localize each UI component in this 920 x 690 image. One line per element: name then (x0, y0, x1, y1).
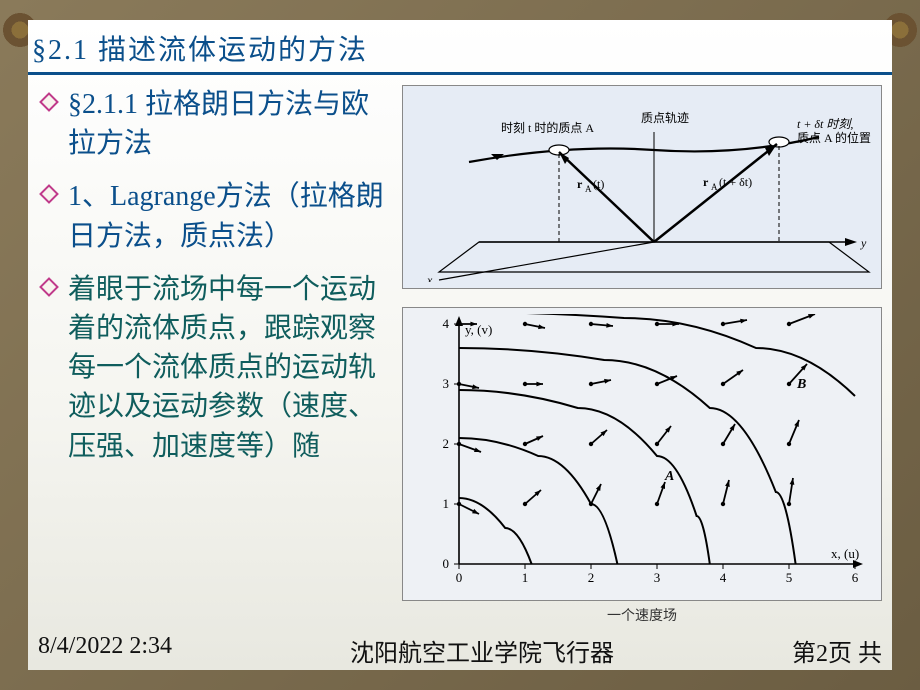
bullet-diamond-icon (39, 184, 59, 204)
svg-text:3: 3 (443, 376, 450, 391)
svg-text:1: 1 (443, 496, 450, 511)
bullet-text: 1、Lagrange方法（拉格朗日方法，质点法） (68, 177, 392, 255)
svg-text:2: 2 (588, 570, 595, 585)
body-area: §2.1.1 拉格朗日方法与欧拉方法 1、Lagrange方法（拉格朗日方法，质… (28, 85, 892, 625)
text-column: §2.1.1 拉格朗日方法与欧拉方法 1、Lagrange方法（拉格朗日方法，质… (38, 85, 402, 625)
figure-trajectory: y x (402, 85, 882, 289)
svg-text:5: 5 (786, 570, 793, 585)
trajectory-svg: y x (409, 92, 875, 282)
svg-text:(t + δt): (t + δt) (719, 175, 752, 189)
svg-text:(t): (t) (593, 177, 604, 191)
bullet-diamond-icon (39, 277, 59, 297)
svg-text:A: A (664, 469, 674, 484)
svg-text:2: 2 (443, 436, 450, 451)
svg-text:r: r (703, 175, 709, 189)
svg-text:t + δt 时刻,: t + δt 时刻, (797, 117, 853, 131)
section-text: 描述流体运动的方法 (98, 35, 368, 66)
bullet-text: 着眼于流场中每一个运动着的流体质点，跟踪观察每一个流体质点的运动轨迹以及运动参数… (68, 270, 392, 466)
svg-text:质点 A 的位置: 质点 A 的位置 (797, 130, 871, 145)
figure-velocity-field: 012345601234x, (u)y, (v)AB 一个速度场 (402, 307, 882, 625)
svg-text:质点轨迹: 质点轨迹 (641, 111, 689, 125)
svg-text:4: 4 (720, 570, 727, 585)
velocity-field-svg: 012345601234x, (u)y, (v)AB (409, 314, 875, 594)
svg-text:3: 3 (654, 570, 661, 585)
footer-date: 8/4/2022 2:34 (38, 633, 172, 668)
svg-text:A: A (711, 182, 718, 192)
bullet-item: 着眼于流场中每一个运动着的流体质点，跟踪观察每一个流体质点的运动轨迹以及运动参数… (38, 270, 392, 466)
svg-text:x, (u): x, (u) (831, 546, 859, 561)
bullet-text: §2.1.1 拉格朗日方法与欧拉方法 (68, 85, 392, 163)
svg-text:时刻 t 时的质点 A: 时刻 t 时的质点 A (501, 120, 594, 135)
footer-page: 第2页 共 (792, 633, 882, 668)
svg-text:6: 6 (852, 570, 859, 585)
slide-panel: §2.1 描述流体运动的方法 §2.1.1 拉格朗日方法与欧拉方法 1、Lagr… (28, 20, 892, 670)
figure-column: y x (402, 85, 882, 625)
bullet-diamond-icon (39, 92, 59, 112)
svg-text:A: A (585, 184, 592, 194)
svg-text:y: y (860, 236, 867, 250)
section-title: §2.1 描述流体运动的方法 (28, 20, 892, 75)
svg-text:1: 1 (522, 570, 529, 585)
figure-caption: 一个速度场 (402, 605, 882, 625)
svg-text:B: B (796, 377, 806, 392)
svg-text:x: x (426, 273, 433, 282)
section-number: §2.1 (32, 35, 89, 66)
svg-text:4: 4 (443, 316, 450, 331)
footer-org: 沈阳航空工业学院飞行器 (172, 633, 792, 668)
svg-text:r: r (577, 177, 583, 191)
bullet-item: §2.1.1 拉格朗日方法与欧拉方法 (38, 85, 392, 163)
svg-text:0: 0 (443, 556, 450, 571)
svg-text:0: 0 (456, 570, 463, 585)
bullet-item: 1、Lagrange方法（拉格朗日方法，质点法） (38, 177, 392, 255)
slide-footer: 8/4/2022 2:34 沈阳航空工业学院飞行器 第2页 共 (38, 633, 882, 668)
